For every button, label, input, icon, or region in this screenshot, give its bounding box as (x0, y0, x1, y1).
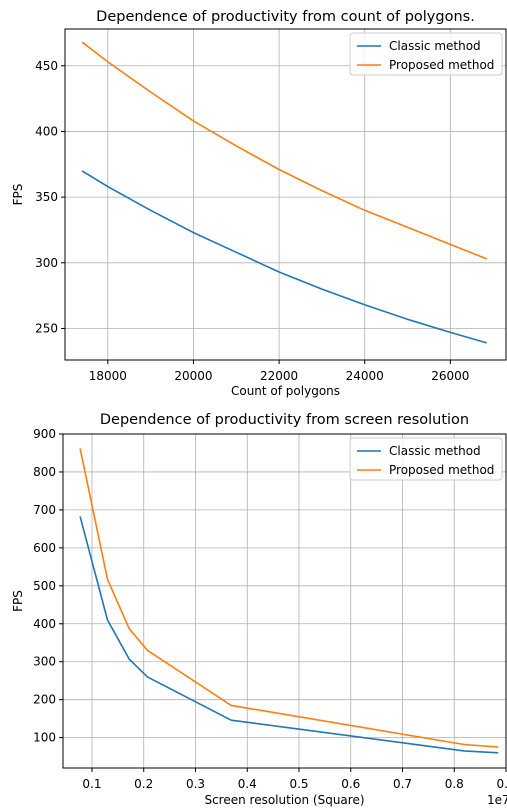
chart-title: Dependence of productivity from count of… (96, 9, 475, 25)
x-tick-label: 0.3 (186, 777, 205, 791)
y-tick-label: 500 (33, 579, 56, 593)
y-tick-label: 300 (33, 655, 56, 669)
chart-1: 18000 20000 22000 24000 26000 250 300 350 400 450… (11, 9, 507, 398)
x-tick-label: 0.4 (238, 777, 257, 791)
x-axis-label: Screen resolution (Square) (204, 793, 364, 807)
y-tick-label: 800 (33, 465, 56, 479)
legend: Classic method Proposed method (349, 32, 503, 76)
y-axis-label: FPS (11, 590, 25, 612)
series-line (79, 448, 499, 748)
legend-label: Classic method (389, 444, 481, 458)
legend-box (349, 437, 503, 481)
y-tick-label: 600 (33, 541, 56, 555)
x-tick-label: 0.7 (393, 777, 412, 791)
chart-2: 0.1 0.2 0.3 0.4 0.5 0.6 0.7 0.8 0.9 100 200 300 400 5… (11, 412, 507, 807)
legend-box (349, 32, 503, 76)
chart-title: Dependence of productivity from screen r… (100, 412, 469, 428)
x-tick-label: 0.1 (82, 777, 101, 791)
y-tick-label: 350 (35, 190, 58, 204)
x-tick-label: 18000 (89, 369, 127, 383)
y-tick-label: 300 (35, 256, 58, 270)
y-tick-label: 250 (35, 321, 58, 335)
legend-label: Classic method (389, 39, 481, 53)
y-axis-label: FPS (11, 184, 25, 206)
y-tick-label: 400 (33, 617, 56, 631)
legend: Classic method Proposed method (349, 437, 503, 481)
y-tick-label: 700 (33, 503, 56, 517)
series-line (81, 41, 487, 260)
y-tick-label: 200 (33, 693, 56, 707)
x-axis-label: Count of polygons (231, 384, 340, 398)
axes-frame (62, 433, 507, 769)
x-tick-label: 0.5 (289, 777, 308, 791)
series-line (81, 170, 487, 344)
series-line (79, 516, 499, 754)
x-tick-label: 0.8 (445, 777, 464, 791)
y-tick-label: 100 (33, 731, 56, 745)
legend-label: Proposed method (389, 58, 494, 72)
legend-label: Proposed method (389, 463, 494, 477)
x-tick-label: 0.9 (496, 777, 507, 791)
y-tick-label: 450 (35, 59, 58, 73)
x-tick-label: 26000 (431, 369, 469, 383)
x-tick-label: 0.6 (341, 777, 360, 791)
x-offset-label: 1e7 (487, 793, 507, 807)
x-tick-label: 24000 (346, 369, 384, 383)
x-tick-label: 22000 (260, 369, 298, 383)
x-tick-label: 0.2 (134, 777, 153, 791)
y-tick-label: 400 (35, 124, 58, 138)
axes-frame (64, 28, 507, 361)
y-tick-label: 900 (33, 427, 56, 441)
x-tick-label: 20000 (174, 369, 212, 383)
